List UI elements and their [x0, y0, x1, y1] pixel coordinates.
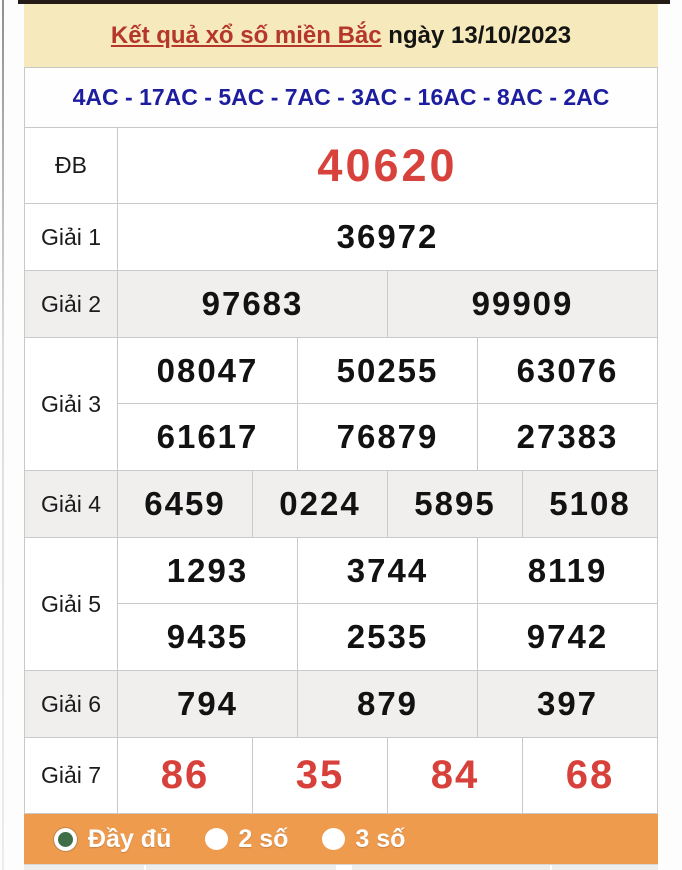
prize-number: 2535 — [298, 604, 478, 670]
filter-option-2digits[interactable]: 2 số — [205, 825, 288, 854]
prize-subrow: 6459 0224 5895 5108 — [118, 471, 657, 537]
prize-row: Giải 2 97683 99909 — [25, 271, 657, 338]
radio-selected-icon[interactable] — [58, 831, 73, 847]
prize-number: 6459 — [118, 471, 253, 537]
prize-label: Giải 1 — [25, 204, 118, 270]
prize-number: 40620 — [317, 139, 458, 191]
prize-number: 879 — [298, 671, 478, 737]
prize-number: 84 — [388, 738, 523, 813]
prize-number: 35 — [253, 738, 388, 813]
radio-unselected-icon[interactable] — [322, 828, 346, 850]
prize-row: Giải 1 36972 — [25, 204, 657, 271]
prize-number: 63076 — [516, 351, 619, 389]
title-date: ngày 13/10/2023 — [381, 21, 572, 49]
prize-label: Giải 2 — [25, 271, 118, 337]
partial-row-cell — [146, 865, 338, 870]
filter-bar: Đầy đủ 2 số 3 số — [24, 814, 658, 864]
prize-number: 50255 — [298, 338, 478, 403]
left-edge-line — [2, 0, 4, 870]
prize-label: Giải 4 — [25, 471, 118, 537]
prize-number: 0224 — [253, 471, 388, 537]
prize-label: ĐB — [25, 128, 118, 203]
prize-row: Giải 3 08047 50255 63076 61617 76879 27383 — [25, 338, 657, 471]
lottery-results-panel: Kết quả xổ số miền Bắc ngày 13/10/2023 4… — [24, 4, 658, 870]
prize-number: 794 — [118, 671, 298, 737]
partial-row-gap — [338, 865, 352, 870]
prize-number: 5895 — [388, 471, 523, 537]
prize-number: 76879 — [298, 404, 478, 470]
prize-number: 61617 — [118, 404, 298, 470]
prize-subrow: 36972 — [118, 204, 657, 270]
filter-option-label: Đầy đủ — [88, 824, 172, 853]
filter-option-label: 3 số — [355, 824, 406, 853]
radio-unselected-icon[interactable] — [205, 828, 229, 850]
filter-option-label: 2 số — [238, 824, 289, 853]
prize-subrow: 86 35 84 68 — [118, 738, 657, 813]
partial-row-cell — [552, 865, 658, 870]
prize-row: Giải 6 794 879 397 — [25, 671, 657, 738]
prize-number: 08047 — [118, 338, 298, 403]
prize-label: Giải 5 — [25, 538, 118, 670]
partial-row-cell — [352, 865, 552, 870]
prize-subrow: 61617 76879 27383 — [118, 404, 657, 470]
prize-label: Giải 6 — [25, 671, 118, 737]
prize-number: 68 — [565, 753, 615, 797]
prize-number: 3744 — [298, 538, 478, 603]
prize-number: 86 — [118, 738, 253, 813]
results-table: ĐB 40620 Giải 1 36972 Giải 2 97683 99909 Giải 3… — [24, 127, 658, 814]
prize-row: ĐB 40620 — [25, 128, 657, 204]
prize-row: Giải 7 86 35 84 68 — [25, 738, 657, 813]
ac-codes-row: 4AC - 17AC - 5AC - 7AC - 3AC - 16AC - 8A… — [24, 67, 658, 127]
prize-row: Giải 5 1293 3744 8119 9435 2535 9742 — [25, 538, 657, 671]
prize-number: 8119 — [527, 551, 608, 589]
prize-subrow: 08047 50255 63076 — [118, 338, 657, 404]
prize-subrow: 40620 — [118, 128, 657, 203]
prize-number: 27383 — [516, 418, 619, 455]
prize-number: 397 — [536, 685, 599, 722]
prize-number: 9435 — [118, 604, 298, 670]
title-link[interactable]: Kết quả xổ số miền Bắc — [110, 21, 382, 49]
prize-subrow: 1293 3744 8119 — [118, 538, 657, 604]
prize-number: 36972 — [336, 218, 439, 255]
prize-subrow: 9435 2535 9742 — [118, 604, 657, 670]
prize-number: 9742 — [526, 618, 609, 655]
prize-number: 97683 — [118, 271, 388, 337]
top-border — [18, 0, 670, 4]
filter-option-full[interactable]: Đầy đủ — [54, 825, 171, 854]
prize-number: 99909 — [471, 285, 574, 322]
prize-row: Giải 4 6459 0224 5895 5108 — [25, 471, 657, 538]
prize-number: 1293 — [118, 538, 298, 603]
next-table-edge — [24, 864, 658, 870]
page-title: Kết quả xổ số miền Bắc ngày 13/10/2023 — [24, 4, 658, 67]
partial-row-cell — [24, 865, 146, 870]
prize-label: Giải 7 — [25, 738, 118, 813]
prize-subrow: 794 879 397 — [118, 671, 657, 737]
filter-option-3digits[interactable]: 3 số — [322, 825, 405, 854]
prize-subrow: 97683 99909 — [118, 271, 657, 337]
prize-label: Giải 3 — [25, 338, 118, 470]
prize-number: 5108 — [549, 485, 631, 522]
